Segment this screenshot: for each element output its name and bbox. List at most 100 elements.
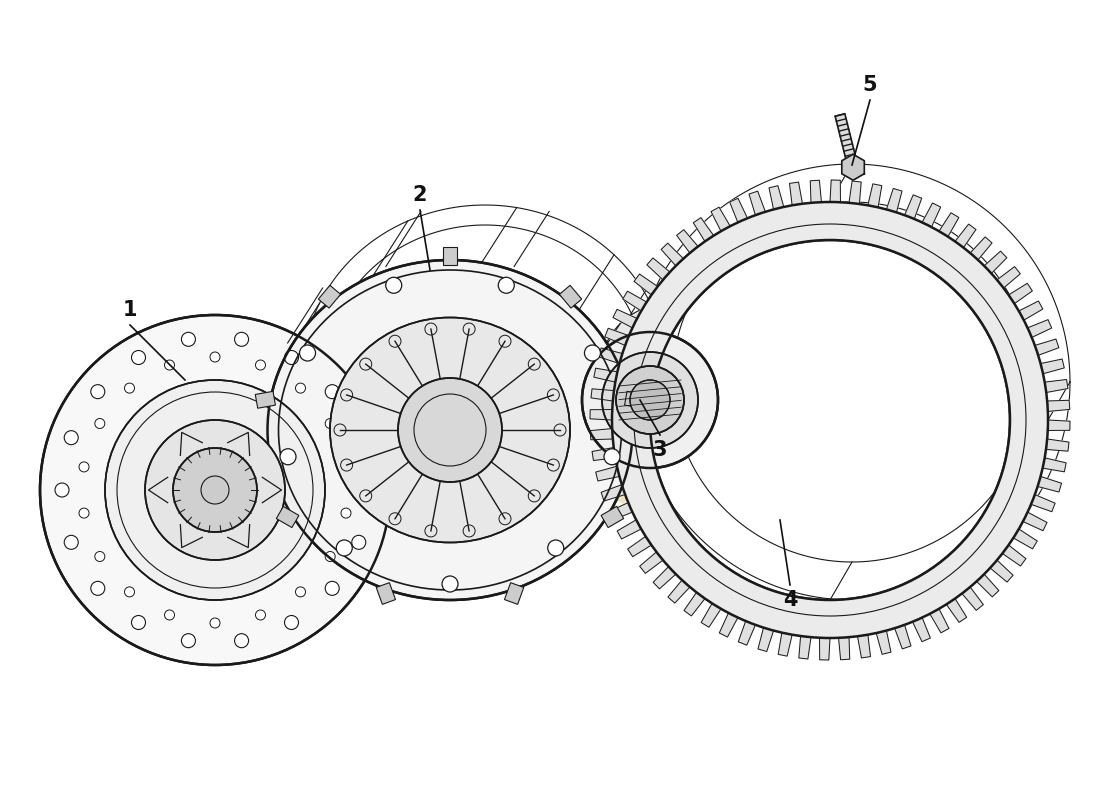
- Circle shape: [285, 350, 298, 365]
- Circle shape: [234, 634, 249, 648]
- Bar: [255, 391, 275, 408]
- Text: 2: 2: [412, 185, 427, 205]
- Bar: [318, 286, 341, 308]
- Polygon shape: [592, 447, 615, 461]
- Circle shape: [296, 383, 306, 393]
- Circle shape: [326, 551, 336, 562]
- Polygon shape: [1047, 400, 1070, 411]
- Polygon shape: [849, 181, 861, 204]
- Circle shape: [255, 360, 265, 370]
- Polygon shape: [790, 182, 803, 206]
- Circle shape: [582, 332, 718, 468]
- Polygon shape: [913, 618, 931, 642]
- Polygon shape: [749, 191, 766, 215]
- Polygon shape: [591, 389, 614, 401]
- Polygon shape: [868, 184, 882, 207]
- Circle shape: [280, 449, 296, 465]
- Circle shape: [299, 345, 316, 361]
- Text: 5: 5: [862, 75, 878, 95]
- Circle shape: [442, 576, 458, 592]
- Polygon shape: [640, 552, 663, 574]
- Circle shape: [600, 304, 736, 440]
- Polygon shape: [838, 637, 849, 660]
- Circle shape: [361, 483, 375, 497]
- Circle shape: [616, 366, 684, 434]
- Bar: [376, 582, 396, 604]
- Circle shape: [341, 508, 351, 518]
- Polygon shape: [997, 266, 1021, 288]
- Polygon shape: [594, 368, 617, 382]
- Polygon shape: [596, 466, 619, 481]
- Polygon shape: [1023, 512, 1047, 530]
- Polygon shape: [613, 310, 637, 328]
- Polygon shape: [661, 243, 683, 266]
- Circle shape: [40, 315, 390, 665]
- Circle shape: [132, 350, 145, 365]
- Polygon shape: [977, 574, 999, 597]
- Circle shape: [548, 540, 563, 556]
- Polygon shape: [858, 634, 870, 658]
- Circle shape: [650, 240, 1010, 600]
- Polygon shape: [835, 114, 860, 176]
- Text: 4: 4: [783, 590, 798, 610]
- Circle shape: [341, 462, 351, 472]
- Circle shape: [79, 508, 89, 518]
- Ellipse shape: [267, 260, 632, 600]
- Polygon shape: [820, 638, 830, 660]
- Circle shape: [182, 634, 196, 648]
- Bar: [276, 506, 299, 527]
- Polygon shape: [612, 202, 1048, 638]
- Text: since 198: since 198: [474, 398, 758, 594]
- Polygon shape: [591, 429, 613, 440]
- Polygon shape: [922, 203, 940, 227]
- Polygon shape: [647, 258, 670, 280]
- Circle shape: [498, 278, 515, 294]
- Ellipse shape: [330, 318, 570, 542]
- Polygon shape: [930, 609, 949, 633]
- Polygon shape: [1031, 494, 1055, 512]
- Bar: [625, 391, 645, 408]
- Polygon shape: [608, 502, 632, 520]
- Polygon shape: [590, 410, 613, 420]
- Circle shape: [386, 278, 402, 294]
- Polygon shape: [799, 636, 811, 659]
- Polygon shape: [830, 180, 840, 202]
- Polygon shape: [617, 520, 641, 539]
- Polygon shape: [1041, 359, 1065, 374]
- Polygon shape: [1046, 439, 1069, 451]
- Polygon shape: [668, 580, 690, 603]
- Circle shape: [630, 380, 670, 420]
- Polygon shape: [769, 186, 783, 210]
- Circle shape: [79, 462, 89, 472]
- Polygon shape: [1045, 379, 1068, 393]
- Circle shape: [55, 483, 69, 497]
- Circle shape: [255, 610, 265, 620]
- Polygon shape: [598, 348, 623, 363]
- Circle shape: [285, 615, 298, 630]
- Circle shape: [64, 535, 78, 550]
- Circle shape: [173, 448, 257, 532]
- Polygon shape: [1037, 477, 1062, 492]
- Polygon shape: [1013, 529, 1037, 549]
- Circle shape: [91, 582, 104, 595]
- Polygon shape: [778, 633, 792, 656]
- Bar: [601, 506, 624, 527]
- Circle shape: [64, 430, 78, 445]
- Polygon shape: [894, 625, 911, 649]
- Circle shape: [182, 332, 196, 346]
- Polygon shape: [1027, 320, 1052, 338]
- Polygon shape: [984, 251, 1006, 274]
- Polygon shape: [729, 198, 748, 222]
- Polygon shape: [653, 566, 675, 589]
- Bar: [505, 582, 524, 604]
- Circle shape: [234, 332, 249, 346]
- Polygon shape: [970, 237, 992, 260]
- Circle shape: [104, 380, 324, 600]
- Bar: [443, 247, 456, 265]
- Polygon shape: [605, 328, 629, 346]
- Circle shape: [210, 352, 220, 362]
- Polygon shape: [1047, 420, 1070, 430]
- Circle shape: [132, 615, 145, 630]
- Circle shape: [124, 587, 134, 597]
- Circle shape: [145, 420, 285, 560]
